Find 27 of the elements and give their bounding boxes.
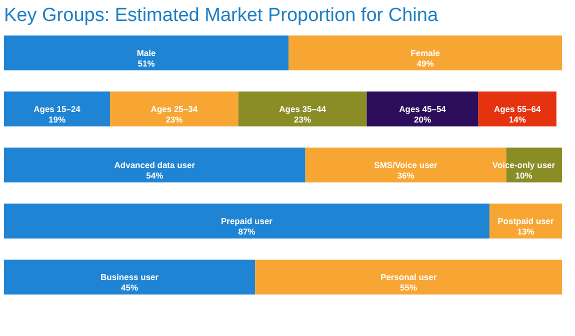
data-label: Ages 15–24 19%: [34, 104, 81, 124]
bar: [288, 35, 562, 70]
bar: [4, 260, 256, 295]
data-label: Personal user 55%: [380, 272, 438, 293]
bar: [110, 92, 238, 126]
data-label: Male 51%: [136, 48, 156, 68]
bar: [4, 92, 110, 126]
data-label: Ages 25–34 23%: [150, 104, 198, 124]
data-label: Prepaid user 87%: [220, 216, 274, 237]
data-label: Business user 45%: [100, 272, 160, 293]
bar: [238, 92, 367, 126]
bar: [489, 204, 562, 238]
data-label: Voice-only user 10%: [492, 160, 556, 180]
data-label: Postpaid user 13%: [498, 216, 555, 237]
bar: [478, 92, 556, 126]
data-label: Advanced data user 54%: [114, 160, 196, 180]
chart-title: Key Groups: Estimated Market Proportion for China: [4, 5, 438, 26]
bar: [4, 204, 490, 238]
bar: [255, 260, 562, 295]
data-label: SMS/Voice user 36%: [374, 160, 438, 180]
data-label: Female 49%: [410, 48, 440, 68]
bar: [366, 92, 478, 126]
data-label: Ages 45–54 20%: [399, 104, 446, 124]
data-label: Ages 55–64 14%: [494, 104, 542, 124]
data-label: Ages 35–44 23%: [279, 104, 326, 124]
bar: [4, 35, 289, 70]
bar: [4, 148, 306, 182]
